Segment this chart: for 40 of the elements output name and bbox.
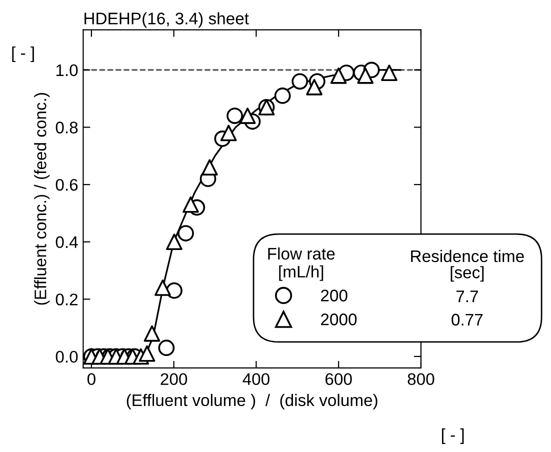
point [306,78,322,96]
point [274,88,291,104]
chart-title: HDEHP(16, 3.4) sheet [84,12,249,28]
annotation: Residence time [411,250,524,262]
point [178,225,194,242]
text: 0.77 [452,314,483,326]
point [357,67,374,84]
x-tick-label: 600 [326,373,352,386]
point [138,345,156,362]
point [239,108,256,124]
text: 7.7 [456,290,478,302]
x-axis-title: (Effluent volume ) / (disk volume) [126,394,378,410]
x-tick-label: 200 [160,373,188,386]
x-tick-label: 0 [87,373,96,386]
point [292,73,308,90]
y-tick-label: 0.4 [56,236,78,248]
text: [ - ] [442,428,464,444]
x-tick-label: 800 [408,373,434,386]
point [182,196,199,213]
point [154,280,171,296]
y-tick-label: 0.6 [56,178,78,191]
y-tick-label: 0.2 [56,294,78,306]
point [158,340,175,356]
y-axis-title: (Effluent conc.) / (feed conc.) [34,93,50,305]
legend-label: 200 [321,290,348,302]
point [226,108,243,124]
legend-title: Flow rate [mL/h] [268,247,335,281]
legend-label: 2000 [321,314,357,326]
y-tick-label: 0.0 [56,350,78,363]
point [201,159,218,176]
y-tick-label: 1.0 [56,64,78,76]
y-tick-label: 0.8 [56,122,78,134]
text: [sec] [450,266,484,282]
text: [ - ] [12,46,34,62]
point [330,67,347,84]
point [381,64,398,81]
point [220,124,237,142]
point [144,325,160,342]
x-tick-label: 400 [242,373,270,386]
point [166,234,182,250]
